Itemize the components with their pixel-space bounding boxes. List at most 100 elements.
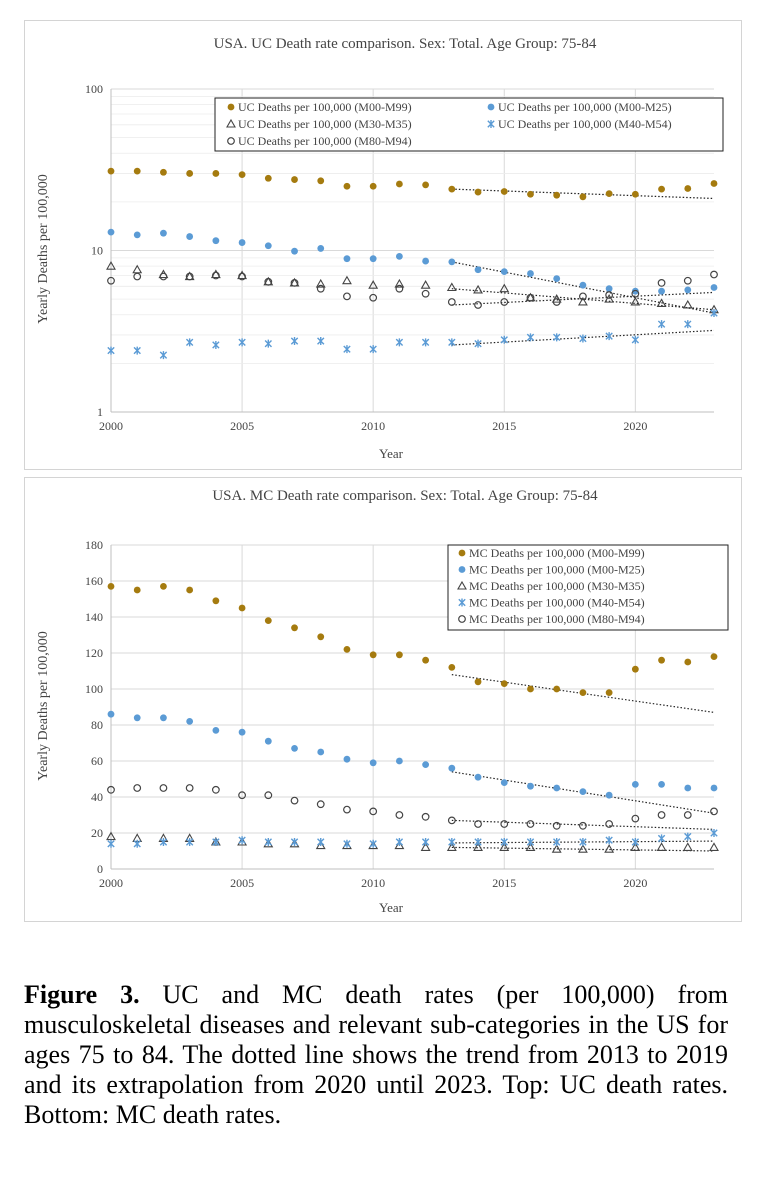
data-point (710, 829, 718, 837)
data-point (658, 781, 665, 788)
data-point (631, 190, 639, 198)
data-point (394, 278, 405, 288)
data-point (368, 280, 379, 289)
data-point (683, 276, 692, 285)
data-point (238, 239, 246, 246)
data-point (369, 293, 378, 302)
data-point (500, 335, 508, 344)
data-point (710, 284, 718, 291)
data-point (159, 784, 168, 792)
data-point (212, 170, 220, 177)
x-tick-label: 2020 (623, 876, 647, 890)
data-point (605, 836, 613, 845)
trend-line (451, 846, 715, 852)
data-point (343, 345, 351, 354)
data-point (579, 689, 587, 696)
data-point (291, 176, 298, 183)
y-tick-label: 40 (91, 790, 103, 804)
y-tick-label: 80 (91, 718, 103, 732)
y-tick-label: 180 (85, 538, 103, 552)
legend-marker (458, 566, 466, 573)
data-point (238, 171, 246, 179)
data-point (658, 185, 665, 193)
data-point (369, 651, 377, 659)
data-point (657, 279, 666, 287)
data-point (500, 298, 509, 306)
data-point (631, 838, 640, 846)
y-tick-label: 10 (91, 244, 103, 258)
data-point (474, 773, 482, 781)
y-tick-label: 100 (85, 82, 103, 96)
data-point (553, 191, 561, 199)
data-point (630, 842, 641, 851)
data-point (133, 784, 142, 792)
data-point (500, 268, 508, 276)
data-point (369, 345, 377, 354)
data-point (133, 346, 141, 355)
legend-box (447, 544, 729, 631)
data-point (658, 656, 665, 664)
data-point (264, 791, 273, 800)
data-point (343, 839, 351, 848)
data-point (107, 710, 115, 718)
data-point (185, 272, 194, 281)
data-point (395, 180, 403, 188)
data-point (579, 334, 587, 343)
data-point (447, 816, 456, 825)
data-point (657, 811, 666, 819)
data-point (107, 839, 115, 848)
data-point (186, 586, 194, 594)
data-point (160, 229, 167, 237)
data-point (290, 337, 299, 346)
data-point (553, 784, 561, 792)
data-point (448, 258, 456, 266)
data-point (317, 838, 325, 846)
data-point (394, 840, 405, 850)
data-point (605, 285, 613, 293)
data-point (604, 844, 615, 853)
trend-line (451, 840, 715, 844)
mc-chart: USA. MC Death rate comparison. Sex: Tota… (36, 488, 729, 915)
y-tick-label: 120 (85, 646, 103, 660)
data-point (160, 714, 167, 722)
data-point (343, 255, 351, 263)
data-point (185, 338, 194, 347)
data-point (212, 237, 220, 245)
x-tick-label: 2020 (623, 419, 647, 433)
data-point (448, 764, 456, 772)
data-point (500, 838, 508, 846)
legend-label: UC Deaths per 100,000 (M80-M94) (238, 134, 412, 148)
data-point (577, 844, 588, 853)
data-point (421, 338, 430, 347)
chart-title: USA. MC Death rate comparison. Sex: Tota… (212, 488, 598, 504)
data-point (264, 838, 272, 846)
data-point (160, 583, 167, 590)
x-tick-label: 2005 (230, 876, 254, 890)
data-point (421, 838, 430, 846)
data-point (317, 177, 325, 185)
data-point (526, 293, 535, 302)
data-point (684, 832, 692, 841)
y-tick-label: 60 (91, 754, 103, 768)
data-point (420, 842, 431, 851)
legend-label: MC Deaths per 100,000 (M00-M99) (469, 546, 645, 560)
x-tick-label: 2010 (361, 876, 385, 890)
legend-label: MC Deaths per 100,000 (M40-M54) (469, 596, 645, 610)
data-point (474, 678, 482, 686)
data-point (238, 604, 246, 612)
data-point (684, 784, 692, 792)
data-point (710, 180, 718, 187)
data-point (395, 651, 403, 659)
data-point (343, 182, 351, 190)
x-tick-label: 2015 (492, 876, 516, 890)
data-point (448, 664, 456, 671)
data-point (291, 247, 298, 255)
mc-chart-panel: USA. MC Death rate comparison. Sex: Tota… (24, 477, 742, 922)
data-point (343, 292, 351, 301)
data-point (684, 658, 692, 666)
data-point (317, 245, 325, 252)
data-point (133, 272, 142, 281)
data-point (317, 748, 325, 756)
data-point (448, 838, 456, 846)
data-point (317, 633, 325, 641)
